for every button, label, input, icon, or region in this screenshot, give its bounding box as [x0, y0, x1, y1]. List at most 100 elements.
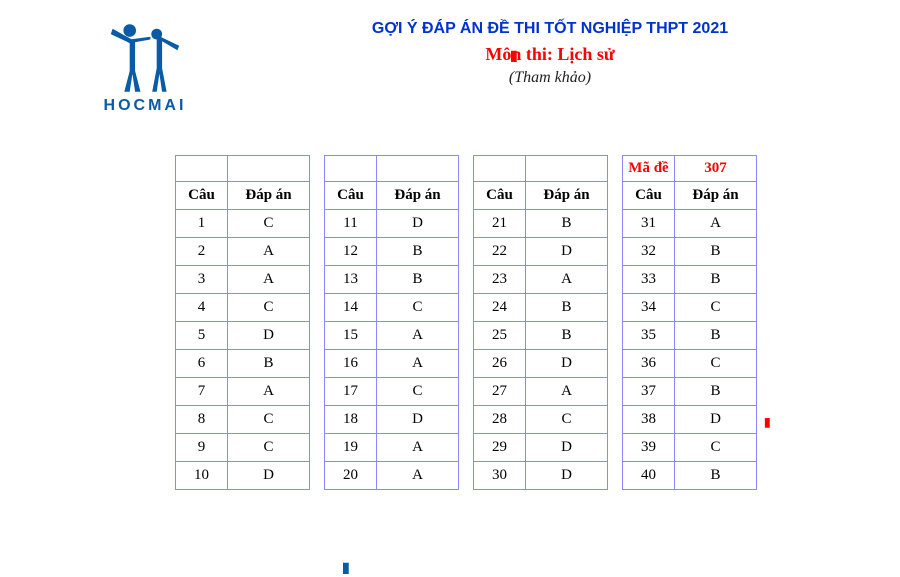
- answer-value: D: [526, 462, 608, 490]
- question-number: 40: [623, 462, 675, 490]
- question-number: 18: [325, 406, 377, 434]
- answer-value: A: [377, 350, 459, 378]
- header: HOCMAI GỢI Ý ĐÁP ÁN ĐỀ THI TỐT NGHIỆP TH…: [0, 0, 900, 115]
- answer-value: A: [228, 238, 310, 266]
- answer-value: C: [228, 210, 310, 238]
- answer-table-4: Mã đề307CâuĐáp án31A32B33B34C35B36C37B38…: [622, 155, 757, 490]
- table-row: 31A: [623, 210, 757, 238]
- table-row: 5D: [176, 322, 310, 350]
- answer-value: D: [675, 406, 757, 434]
- table-row: 7A: [176, 378, 310, 406]
- subject-prefix: Môn thi:: [485, 44, 557, 64]
- answer-value: B: [675, 266, 757, 294]
- col-header-question: Câu: [325, 182, 377, 210]
- answer-value: D: [228, 462, 310, 490]
- blank-cell: [325, 156, 377, 182]
- table-row: 4C: [176, 294, 310, 322]
- answer-value: C: [377, 294, 459, 322]
- table-row: 33B: [623, 266, 757, 294]
- answer-value: A: [526, 266, 608, 294]
- answer-value: A: [675, 210, 757, 238]
- question-number: 39: [623, 434, 675, 462]
- answer-value: B: [675, 462, 757, 490]
- question-number: 28: [474, 406, 526, 434]
- answer-table-3: CâuĐáp án21B22D23A24B25B26D27A28C29D30D: [473, 155, 608, 490]
- answer-value: A: [377, 434, 459, 462]
- answer-tables: CâuĐáp án1C2A3A4C5D6B7A8C9C10DCâuĐáp án1…: [0, 115, 900, 490]
- blank-cell: [377, 156, 459, 182]
- col-header-answer: Đáp án: [526, 182, 608, 210]
- question-number: 15: [325, 322, 377, 350]
- question-number: 20: [325, 462, 377, 490]
- answer-value: B: [228, 350, 310, 378]
- question-number: 13: [325, 266, 377, 294]
- table-row: 14C: [325, 294, 459, 322]
- exam-code-value: 307: [675, 156, 757, 182]
- col-header-question: Câu: [623, 182, 675, 210]
- table-row: 13B: [325, 266, 459, 294]
- question-number: 17: [325, 378, 377, 406]
- answer-value: C: [228, 406, 310, 434]
- question-number: 9: [176, 434, 228, 462]
- blank-cell: [176, 156, 228, 182]
- table-row: 28C: [474, 406, 608, 434]
- question-number: 29: [474, 434, 526, 462]
- question-number: 19: [325, 434, 377, 462]
- question-number: 36: [623, 350, 675, 378]
- table-row: 6B: [176, 350, 310, 378]
- question-number: 34: [623, 294, 675, 322]
- question-number: 12: [325, 238, 377, 266]
- table-row: 11D: [325, 210, 459, 238]
- table-row: 19A: [325, 434, 459, 462]
- question-number: 26: [474, 350, 526, 378]
- table-row: 32B: [623, 238, 757, 266]
- col-header-answer: Đáp án: [377, 182, 459, 210]
- answer-value: A: [228, 378, 310, 406]
- answer-value: D: [526, 238, 608, 266]
- table-row: 12B: [325, 238, 459, 266]
- answer-value: A: [228, 266, 310, 294]
- answer-table-2: CâuĐáp án11D12B13B14C15A16A17C18D19A20A: [324, 155, 459, 490]
- table-row: 1C: [176, 210, 310, 238]
- answer-value: B: [526, 322, 608, 350]
- question-number: 24: [474, 294, 526, 322]
- question-number: 25: [474, 322, 526, 350]
- question-number: 8: [176, 406, 228, 434]
- caret-mark-icon: ▮: [764, 415, 771, 430]
- table-row: 26D: [474, 350, 608, 378]
- table-row: 2A: [176, 238, 310, 266]
- blank-cell: [228, 156, 310, 182]
- table-row: 9C: [176, 434, 310, 462]
- table-row: 23A: [474, 266, 608, 294]
- answer-value: D: [526, 434, 608, 462]
- table-row: 3A: [176, 266, 310, 294]
- answer-value: B: [377, 266, 459, 294]
- table-row: 39C: [623, 434, 757, 462]
- table-row: 35B: [623, 322, 757, 350]
- answer-value: B: [675, 322, 757, 350]
- table-row: 17C: [325, 378, 459, 406]
- col-header-answer: Đáp án: [228, 182, 310, 210]
- question-number: 27: [474, 378, 526, 406]
- table-row: 15A: [325, 322, 459, 350]
- question-number: 4: [176, 294, 228, 322]
- answer-value: A: [377, 322, 459, 350]
- table-row: 38D: [623, 406, 757, 434]
- caret-mark-icon: ▮: [510, 48, 518, 65]
- question-number: 31: [623, 210, 675, 238]
- table-row: 27A: [474, 378, 608, 406]
- answer-value: D: [526, 350, 608, 378]
- subject-line: Môn thi: Lịch sử: [260, 44, 840, 65]
- question-number: 22: [474, 238, 526, 266]
- answer-value: B: [675, 238, 757, 266]
- answer-value: B: [675, 378, 757, 406]
- question-number: 10: [176, 462, 228, 490]
- hocmai-logo-icon: [100, 20, 190, 95]
- question-number: 35: [623, 322, 675, 350]
- answer-value: A: [526, 378, 608, 406]
- page-title: GỢI Ý ĐÁP ÁN ĐỀ THI TỐT NGHIỆP THPT 2021: [260, 20, 840, 38]
- col-header-question: Câu: [176, 182, 228, 210]
- reference-note: (Tham khảo): [260, 69, 840, 87]
- question-number: 14: [325, 294, 377, 322]
- question-number: 3: [176, 266, 228, 294]
